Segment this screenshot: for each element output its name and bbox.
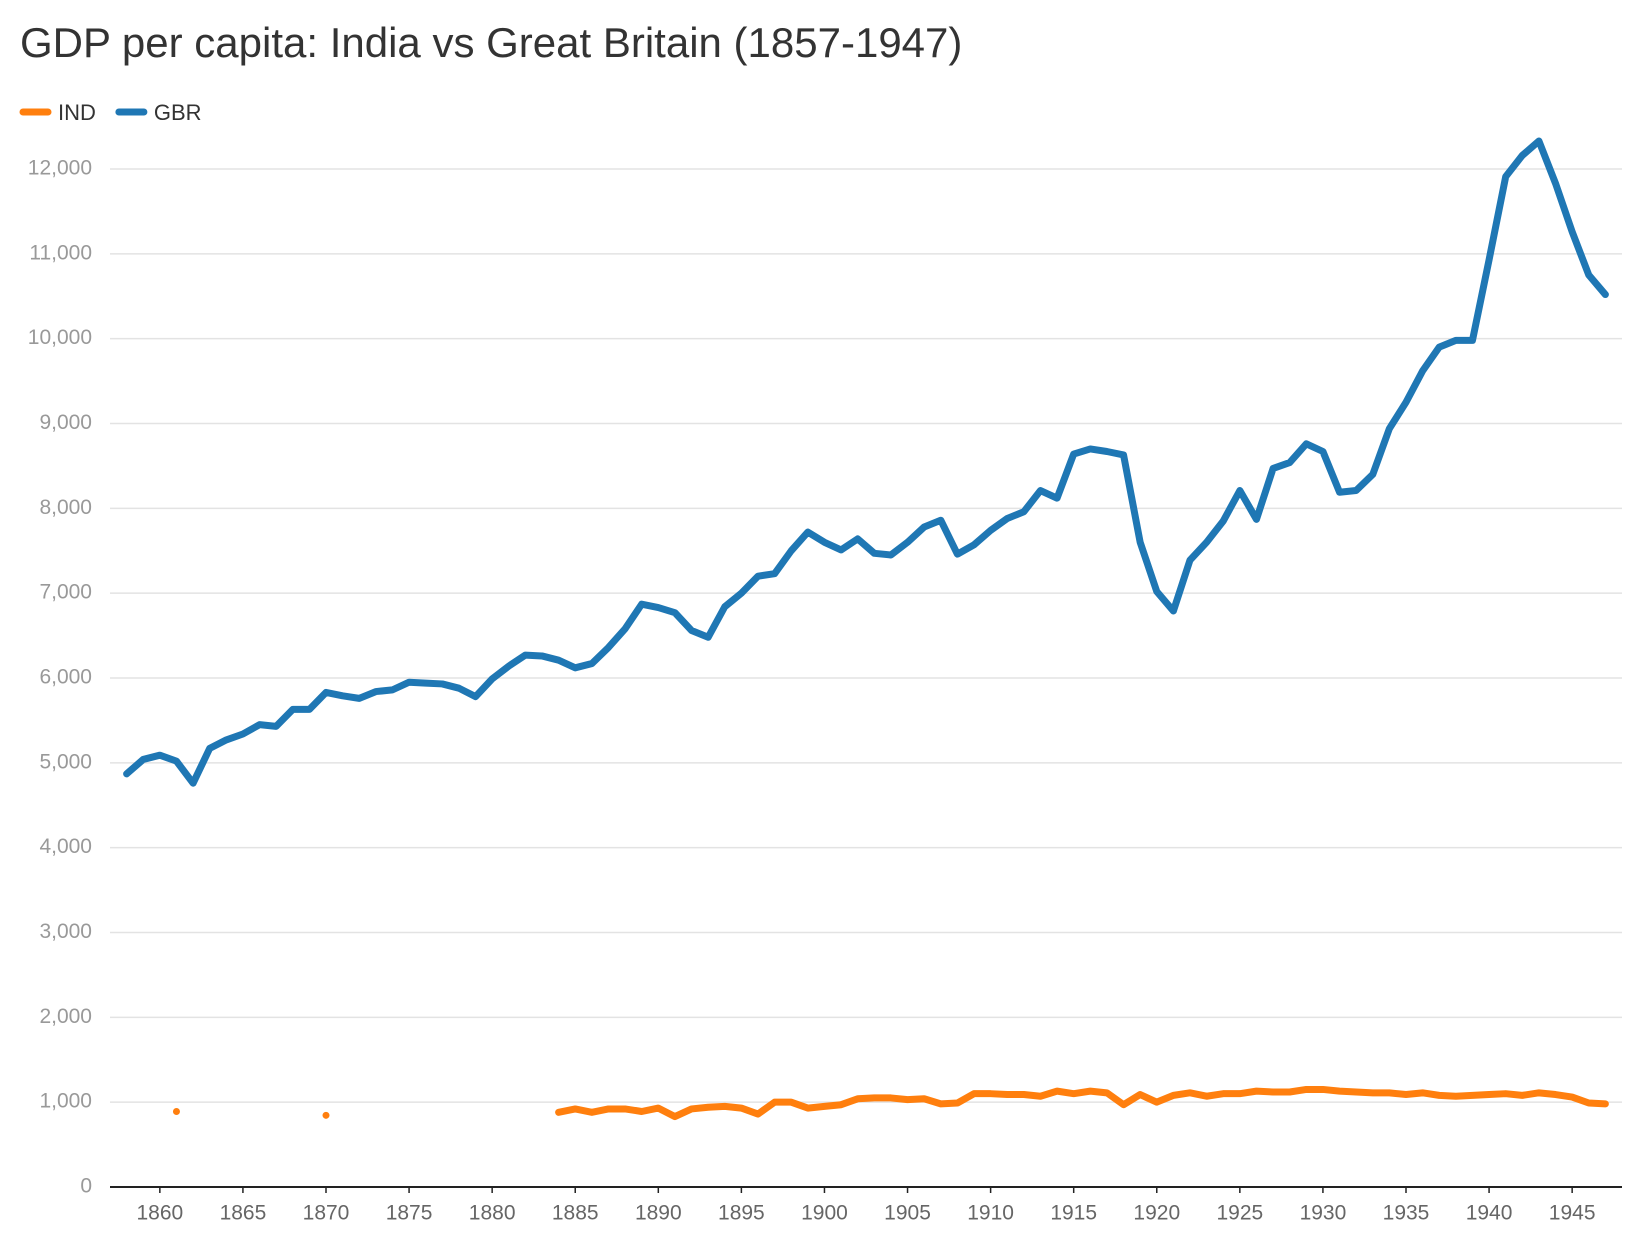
x-tick-label: 1940: [1466, 1202, 1513, 1225]
x-tick-label: 1925: [1216, 1202, 1263, 1225]
y-tick-label: 3,000: [39, 920, 92, 943]
x-tick-label: 1890: [635, 1202, 682, 1225]
y-tick-label: 9,000: [39, 411, 92, 434]
y-tick-label: 10,000: [28, 326, 92, 349]
y-tick-label: 12,000: [28, 157, 92, 180]
x-tick-label: 1915: [1050, 1202, 1097, 1225]
line-series: [172, 1085, 1609, 1121]
y-tick-label: 0: [80, 1175, 92, 1198]
y-tick-label: 2,000: [39, 1005, 92, 1028]
line-series: [123, 137, 1609, 787]
y-tick-label: 6,000: [39, 666, 92, 689]
x-tick-label: 1920: [1133, 1202, 1180, 1225]
x-tick-label: 1945: [1549, 1202, 1596, 1225]
y-tick-label: 11,000: [29, 241, 92, 264]
x-tick-label: 1870: [303, 1202, 350, 1225]
x-tick-label: 1895: [718, 1202, 765, 1225]
legend: IND GBR: [19, 100, 202, 125]
x-tick-label: 1900: [801, 1202, 848, 1225]
x-tick-label: 1880: [469, 1202, 516, 1225]
chart-title: GDP per capita: India vs Great Britain (…: [20, 19, 962, 66]
x-tick-label: 1905: [884, 1202, 931, 1225]
legend-label: GBR: [154, 100, 202, 125]
legend-label: IND: [58, 100, 96, 125]
x-tick-label: 1875: [386, 1202, 433, 1225]
x-tick-label: 1935: [1383, 1202, 1430, 1225]
y-tick-label: 5,000: [39, 750, 92, 773]
x-tick-label: 1885: [552, 1202, 599, 1225]
x-tick-label: 1930: [1300, 1202, 1347, 1225]
y-tick-label: 4,000: [39, 835, 92, 858]
x-tick-label: 1910: [967, 1202, 1014, 1225]
y-tick-label: 1,000: [39, 1090, 92, 1113]
y-tick-label: 7,000: [39, 581, 92, 604]
y-tick-label: 8,000: [39, 496, 92, 519]
x-tick-label: 1860: [136, 1202, 183, 1225]
x-tick-label: 1865: [220, 1202, 267, 1225]
